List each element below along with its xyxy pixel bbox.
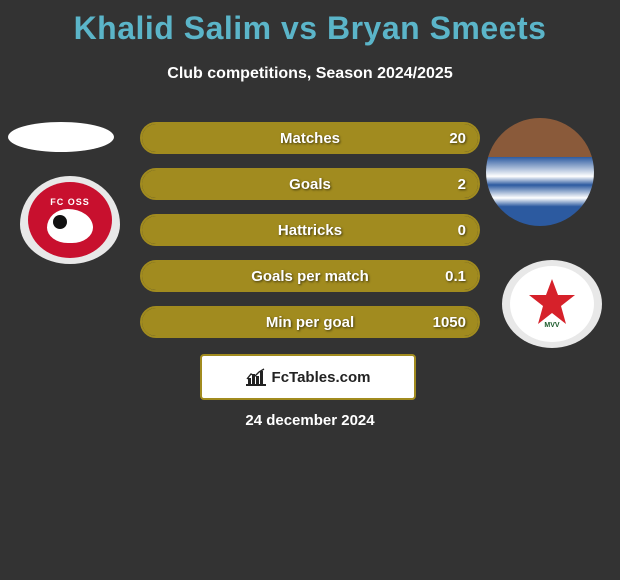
- stat-value: 2: [458, 170, 466, 198]
- player-right-photo: [486, 118, 594, 226]
- subtitle: Club competitions, Season 2024/2025: [0, 65, 620, 83]
- stats-chart: Matches20Goals2Hattricks0Goals per match…: [140, 122, 480, 352]
- stat-value: 0: [458, 216, 466, 244]
- stat-value: 0.1: [445, 262, 466, 290]
- date-text: 24 december 2024: [0, 412, 620, 429]
- stat-value: 20: [449, 124, 466, 152]
- stat-row: Hattricks0: [140, 214, 480, 246]
- club-left-label: FC OSS: [50, 197, 90, 207]
- stat-row: Matches20: [140, 122, 480, 154]
- stat-label: Hattricks: [142, 216, 478, 244]
- star-icon: MVV: [525, 277, 579, 331]
- svg-text:MVV: MVV: [544, 322, 560, 329]
- watermark: FcTables.com: [200, 354, 416, 400]
- bar-chart-icon: [246, 368, 266, 386]
- stat-row: Min per goal1050: [140, 306, 480, 338]
- club-left-icon: [47, 209, 93, 243]
- stat-value: 1050: [433, 308, 466, 336]
- stat-row: Goals2: [140, 168, 480, 200]
- comparison-infographic: Khalid Salim vs Bryan Smeets Club compet…: [0, 0, 620, 580]
- stat-label: Min per goal: [142, 308, 478, 336]
- page-title: Khalid Salim vs Bryan Smeets: [0, 0, 620, 47]
- watermark-text: FcTables.com: [272, 369, 371, 386]
- stat-label: Matches: [142, 124, 478, 152]
- stat-label: Goals: [142, 170, 478, 198]
- player-left-photo: [8, 122, 114, 152]
- club-right-badge: MVV: [502, 260, 602, 348]
- club-left-badge: FC OSS: [20, 176, 120, 264]
- stat-label: Goals per match: [142, 262, 478, 290]
- stat-row: Goals per match0.1: [140, 260, 480, 292]
